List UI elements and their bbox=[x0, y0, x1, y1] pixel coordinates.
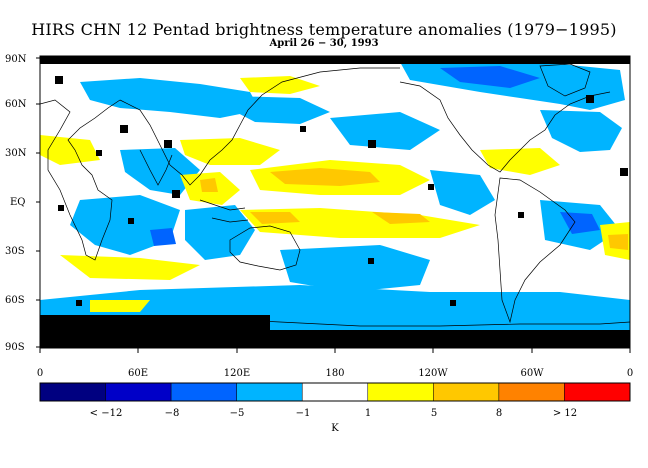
atlantic-strong-warm bbox=[372, 212, 430, 224]
strong-negative-anomaly-regions bbox=[150, 66, 600, 246]
eurasia-cold-region bbox=[80, 78, 260, 118]
missing-data-cell bbox=[128, 218, 134, 224]
missing-data-cell bbox=[368, 140, 376, 148]
strong-positive-anomaly-regions bbox=[200, 168, 628, 250]
missing-data-cell bbox=[450, 300, 456, 306]
coastline-north-america bbox=[399, 81, 611, 173]
atlantic-warm-region bbox=[480, 148, 560, 175]
missing-data-cell bbox=[120, 125, 128, 133]
lon-label: 120W bbox=[418, 368, 448, 379]
coastline-greenland bbox=[539, 63, 591, 97]
lon-label: 180 bbox=[325, 368, 344, 379]
legend-frame bbox=[39, 382, 631, 402]
anomaly-field bbox=[40, 56, 630, 348]
lon-label: 60W bbox=[520, 368, 544, 379]
coastline-india bbox=[139, 149, 173, 186]
lon-label: 120E bbox=[224, 368, 250, 379]
lon-label: 0 bbox=[627, 368, 633, 379]
legend-unit: K bbox=[331, 423, 339, 434]
indian-ocean-warm-region bbox=[60, 255, 200, 280]
legend-label: 5 bbox=[431, 408, 437, 419]
missing-data-cell bbox=[586, 95, 594, 103]
east-asia-warm-region bbox=[180, 138, 280, 165]
north-atlantic-cold-region bbox=[540, 110, 622, 152]
legend-swatch bbox=[170, 382, 237, 402]
legend-label: −5 bbox=[230, 408, 245, 419]
missing-data-cell bbox=[368, 258, 374, 264]
atlantic-strong-cold bbox=[560, 212, 600, 234]
legend-swatch bbox=[433, 382, 500, 402]
missing-data-south-band bbox=[270, 330, 630, 348]
missing-data-cell bbox=[620, 168, 628, 176]
africa-warm-region bbox=[40, 135, 100, 165]
map-panel: 90N 60N 30N EQ 30S 60S 90S 0 60E 120E 18… bbox=[5, 54, 633, 379]
legend-swatch bbox=[301, 382, 369, 402]
missing-data-cell bbox=[428, 184, 434, 190]
asia-strong-warm bbox=[200, 178, 218, 192]
missing-data-blocks bbox=[40, 56, 630, 348]
map-title: HIRS CHN 12 Pentad brightness temperatur… bbox=[31, 20, 617, 39]
coastline-south-america bbox=[494, 177, 576, 324]
coastline-asia bbox=[119, 67, 400, 186]
legend-label: 8 bbox=[496, 408, 502, 419]
missing-data-cell bbox=[164, 140, 172, 148]
missing-data-cell bbox=[156, 315, 164, 321]
eurasia-warm-region bbox=[240, 76, 320, 94]
missing-data-cell bbox=[58, 205, 64, 211]
missing-data-cell bbox=[96, 150, 102, 156]
legend-label: −1 bbox=[296, 408, 311, 419]
legend-swatch bbox=[236, 382, 303, 402]
pacific-strong-warm-core bbox=[270, 168, 380, 186]
missing-data-cell bbox=[76, 300, 82, 306]
east-pacific-cold-region bbox=[430, 170, 495, 215]
lon-label: 60E bbox=[128, 368, 148, 379]
north-pacific-cold-region bbox=[330, 112, 440, 150]
missing-data-cell bbox=[172, 190, 180, 198]
legend-swatches bbox=[39, 382, 631, 402]
lat-label: 30N bbox=[5, 148, 27, 159]
legend-swatch bbox=[105, 382, 172, 402]
legend-label: < −12 bbox=[90, 408, 123, 419]
lat-label: 60S bbox=[5, 295, 25, 306]
maritime-cold-region bbox=[185, 205, 255, 260]
missing-data-top-band bbox=[40, 56, 630, 64]
coastline-africa-europe bbox=[40, 99, 121, 261]
coastline-antarctica bbox=[40, 315, 630, 327]
lat-label: EQ bbox=[10, 197, 26, 208]
longitude-axis: 0 60E 120E 180 120W 60W 0 bbox=[37, 348, 633, 379]
legend-label: > 12 bbox=[553, 408, 577, 419]
coastline-australia bbox=[229, 225, 301, 271]
color-legend: < −12 −8 −5 −1 1 5 8 > 12 K bbox=[39, 382, 631, 434]
arctic-strong-cold bbox=[440, 66, 540, 88]
south-atlantic-strong-warm bbox=[608, 234, 628, 250]
lat-label: 90N bbox=[5, 54, 27, 65]
india-cold-region bbox=[120, 148, 200, 195]
lon-label: 0 bbox=[37, 368, 43, 379]
south-indian-warm-region bbox=[90, 300, 150, 312]
lat-label: 90S bbox=[5, 342, 25, 353]
missing-data-cell bbox=[518, 212, 524, 218]
legend-swatch bbox=[564, 382, 631, 402]
south-pacific-cold-region bbox=[280, 245, 430, 292]
legend-swatch bbox=[367, 382, 434, 402]
coastlines bbox=[40, 63, 630, 327]
legend-label: −8 bbox=[165, 408, 180, 419]
legend-swatch bbox=[39, 382, 106, 402]
lat-label: 60N bbox=[5, 99, 27, 110]
latitude-axis: 90N 60N 30N EQ 30S 60S 90S bbox=[5, 54, 40, 353]
missing-data-cell bbox=[55, 76, 63, 84]
coastline-indonesia bbox=[199, 199, 249, 223]
legend-label: 1 bbox=[365, 408, 371, 419]
south-pacific-strong-warm bbox=[250, 212, 300, 224]
lat-label: 30S bbox=[5, 246, 25, 257]
missing-data-cell bbox=[300, 126, 306, 132]
map-subtitle: April 26 − 30, 1993 bbox=[269, 38, 379, 49]
indian-strong-cold bbox=[150, 228, 176, 246]
legend-swatch bbox=[498, 382, 565, 402]
